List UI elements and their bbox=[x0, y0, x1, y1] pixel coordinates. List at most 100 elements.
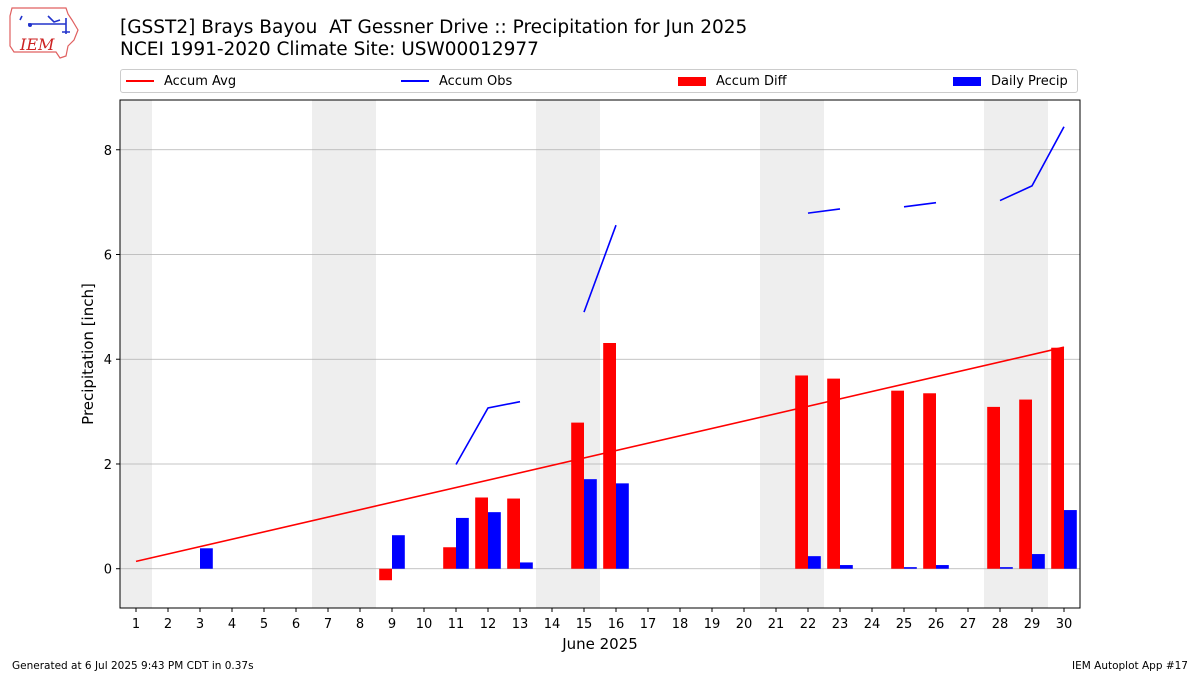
daily-precip-bar bbox=[936, 565, 949, 569]
x-tick-label: 7 bbox=[324, 617, 332, 632]
x-tick-label: 4 bbox=[228, 617, 236, 632]
legend-item-accum-diff: Accum Diff bbox=[678, 70, 787, 92]
daily-precip-bar bbox=[616, 483, 629, 569]
x-tick-label: 17 bbox=[640, 617, 657, 632]
y-tick-label: 0 bbox=[104, 563, 112, 578]
x-tick-label: 18 bbox=[672, 617, 689, 632]
x-tick-label: 28 bbox=[992, 617, 1009, 632]
legend-swatch-accum-obs bbox=[401, 80, 429, 82]
x-tick-label: 24 bbox=[864, 617, 881, 632]
x-tick-label: 25 bbox=[896, 617, 913, 632]
legend-label-accum-avg: Accum Avg bbox=[164, 73, 237, 89]
weather-instruments-icon bbox=[19, 15, 70, 34]
y-tick-label: 6 bbox=[104, 248, 112, 263]
x-tick-label: 22 bbox=[800, 617, 817, 632]
legend-swatch-accum-avg bbox=[126, 80, 154, 82]
accum-diff-bar bbox=[379, 568, 392, 581]
legend: Accum Avg Accum Obs Accum Diff Daily Pre… bbox=[120, 69, 1078, 93]
legend-swatch-daily-precip bbox=[953, 76, 981, 86]
daily-precip-bar bbox=[584, 479, 597, 569]
daily-precip-bar bbox=[840, 565, 853, 569]
daily-precip-bar bbox=[808, 556, 821, 569]
x-tick-label: 3 bbox=[196, 617, 204, 632]
x-tick-label: 20 bbox=[736, 617, 753, 632]
x-tick-label: 12 bbox=[480, 617, 497, 632]
accum-obs-line bbox=[903, 201, 937, 208]
accum-diff-bar bbox=[443, 547, 456, 569]
accum-obs-line bbox=[999, 126, 1065, 202]
x-tick-label: 27 bbox=[960, 617, 977, 632]
logo-text: IEM bbox=[19, 35, 55, 54]
accum-diff-bar bbox=[891, 390, 904, 569]
x-tick-label: 2 bbox=[164, 617, 172, 632]
iowa-outline-icon bbox=[9, 7, 79, 59]
weekend-shade bbox=[536, 100, 568, 608]
accum-diff-bar bbox=[923, 393, 936, 569]
daily-precip-bar bbox=[904, 567, 917, 569]
iem-logo: IEM bbox=[9, 7, 79, 59]
legend-swatch-accum-diff bbox=[678, 76, 706, 86]
daily-precip-bar bbox=[520, 562, 533, 569]
accum-diff-bar bbox=[1051, 347, 1064, 569]
accum-diff-bar bbox=[571, 422, 584, 569]
legend-item-accum-obs: Accum Obs bbox=[401, 70, 512, 92]
title-line-1: [GSST2] Brays Bayou AT Gessner Drive :: … bbox=[120, 17, 748, 38]
accum-obs-line bbox=[807, 208, 841, 214]
x-tick-label: 13 bbox=[512, 617, 529, 632]
x-tick-label: 6 bbox=[292, 617, 300, 632]
daily-precip-bar bbox=[392, 535, 405, 569]
weekend-shade bbox=[312, 100, 344, 608]
x-tick-label: 23 bbox=[832, 617, 849, 632]
legend-label-accum-obs: Accum Obs bbox=[439, 73, 513, 89]
x-tick-label: 19 bbox=[704, 617, 721, 632]
daily-precip-bar bbox=[1064, 510, 1077, 569]
x-tick-label: 9 bbox=[388, 617, 396, 632]
x-axis-label: June 2025 bbox=[561, 635, 638, 653]
y-tick-label: 8 bbox=[104, 144, 112, 159]
legend-item-accum-avg: Accum Avg bbox=[126, 70, 236, 92]
weekend-shade bbox=[344, 100, 376, 608]
accum-obs-line bbox=[455, 400, 521, 465]
title-line-2: NCEI 1991-2020 Climate Site: USW00012977 bbox=[120, 39, 539, 60]
y-axis-label: Precipitation [inch] bbox=[79, 283, 97, 425]
x-tick-label: 15 bbox=[576, 617, 593, 632]
accum-obs-line bbox=[583, 224, 617, 313]
accum-diff-bar bbox=[1019, 399, 1032, 569]
daily-precip-bar bbox=[1032, 554, 1045, 569]
x-tick-label: 11 bbox=[448, 617, 465, 632]
accum-diff-bar bbox=[475, 497, 488, 569]
x-tick-label: 1 bbox=[132, 617, 140, 632]
footer-app: IEM Autoplot App #17 bbox=[1072, 660, 1188, 672]
x-tick-label: 10 bbox=[416, 617, 433, 632]
legend-label-daily-precip: Daily Precip bbox=[991, 73, 1068, 89]
daily-precip-bar bbox=[488, 512, 501, 569]
weekend-shade bbox=[760, 100, 792, 608]
accum-diff-bar bbox=[987, 406, 1000, 569]
legend-label-accum-diff: Accum Diff bbox=[716, 73, 787, 89]
daily-precip-bar bbox=[1000, 567, 1013, 569]
weekend-shade bbox=[120, 100, 152, 608]
y-tick-label: 2 bbox=[104, 458, 112, 473]
accum-diff-bar bbox=[795, 375, 808, 569]
legend-item-daily-precip: Daily Precip bbox=[953, 70, 1068, 92]
footer-generated: Generated at 6 Jul 2025 9:43 PM CDT in 0… bbox=[12, 660, 254, 672]
plot-frame bbox=[119, 99, 1081, 609]
x-tick-label: 21 bbox=[768, 617, 785, 632]
chart-title: [GSST2] Brays Bayou AT Gessner Drive :: … bbox=[120, 17, 747, 61]
daily-precip-bar bbox=[200, 548, 213, 569]
x-tick-label: 29 bbox=[1024, 617, 1041, 632]
accum-diff-bar bbox=[603, 343, 616, 569]
x-tick-label: 26 bbox=[928, 617, 945, 632]
daily-precip-bar bbox=[456, 517, 469, 569]
x-tick-label: 14 bbox=[544, 617, 561, 632]
y-tick-label: 4 bbox=[104, 353, 112, 368]
sensor-dot-icon bbox=[28, 23, 32, 27]
accum-diff-bar bbox=[827, 378, 840, 569]
x-tick-label: 5 bbox=[260, 617, 268, 632]
accum-diff-bar bbox=[507, 498, 520, 569]
accum-avg-line bbox=[135, 346, 1065, 563]
x-tick-label: 30 bbox=[1056, 617, 1073, 632]
x-tick-label: 16 bbox=[608, 617, 625, 632]
x-tick-label: 8 bbox=[356, 617, 364, 632]
